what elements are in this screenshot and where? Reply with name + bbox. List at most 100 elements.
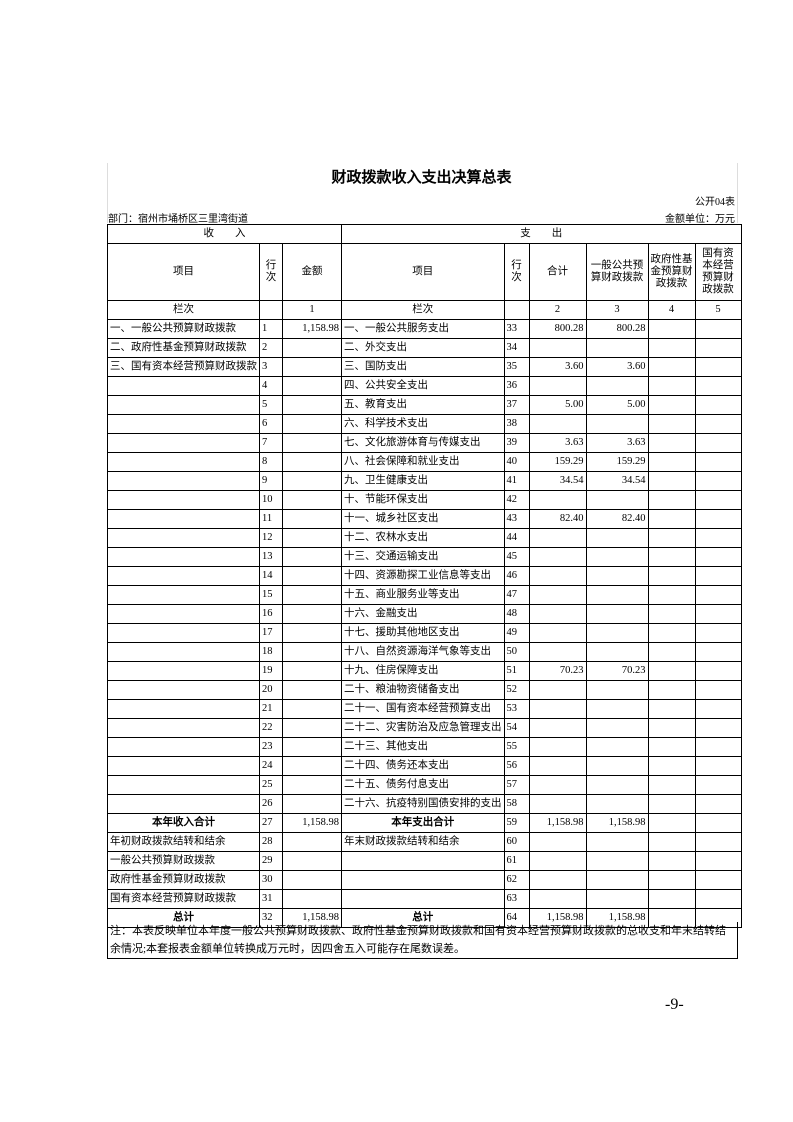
table-row: 本年收入合计 27 1,158.98 本年支出合计 59 1,158.98 1,158.98 <box>107 813 742 833</box>
table-cell <box>694 585 742 605</box>
table-cell: 48 <box>503 604 530 624</box>
table-cell <box>647 642 696 662</box>
table-cell: 159.29 <box>528 452 587 472</box>
table-cell: 4 <box>647 300 696 320</box>
table-cell: 44 <box>503 528 530 548</box>
header-cell: 项目 <box>341 243 505 301</box>
table-cell: 53 <box>503 699 530 719</box>
table-row: 17 十七、援助其他地区支出 49 <box>107 623 742 643</box>
table-cell: 62 <box>503 870 530 890</box>
table-cell <box>647 395 696 415</box>
table-cell: 1,158.98 <box>282 319 342 339</box>
table-cell: 17 <box>259 623 283 643</box>
table-cell <box>694 889 742 909</box>
table-cell: 37 <box>503 395 530 415</box>
table-cell <box>107 623 260 643</box>
table-cell <box>528 889 587 909</box>
table-cell: 十一、城乡社区支出 <box>341 509 505 529</box>
table-cell: 30 <box>259 870 283 890</box>
table-cell <box>528 870 587 890</box>
table-cell <box>647 756 696 776</box>
table-cell <box>694 566 742 586</box>
table-cell: 41 <box>503 471 530 491</box>
header-cell: 合计 <box>528 243 587 301</box>
table-cell: 50 <box>503 642 530 662</box>
table-cell <box>528 756 587 776</box>
table-cell: 52 <box>503 680 530 700</box>
table-cell <box>528 547 587 567</box>
table-cell <box>107 490 260 510</box>
table-cell: 34.54 <box>528 471 587 491</box>
table-cell: 二十三、其他支出 <box>341 737 505 757</box>
table-cell: 10 <box>259 490 283 510</box>
table-cell <box>282 471 342 491</box>
table-cell <box>694 414 742 434</box>
table-cell <box>528 528 587 548</box>
table-cell <box>694 433 742 453</box>
table-cell: 20 <box>259 680 283 700</box>
table-cell <box>107 395 260 415</box>
table-cell <box>107 775 260 795</box>
table-row: 8 八、社会保障和就业支出 40 159.29 159.29 <box>107 452 742 472</box>
table-cell <box>341 870 505 890</box>
table-cell <box>107 528 260 548</box>
table-cell: 栏次 <box>107 300 260 320</box>
table-cell: 三、国防支出 <box>341 357 505 377</box>
table-cell: 1,158.98 <box>528 813 587 833</box>
table-cell <box>282 547 342 567</box>
table-cell <box>282 414 342 434</box>
table-cell <box>282 528 342 548</box>
table-cell <box>107 585 260 605</box>
header-cell: 项目 <box>107 243 260 301</box>
table-cell: 46 <box>503 566 530 586</box>
table-cell: 70.23 <box>528 661 587 681</box>
table-cell <box>694 851 742 871</box>
table-row: 一、一般公共预算财政拨款 1 1,158.98 一、一般公共服务支出 33 800.28 8… <box>107 319 742 339</box>
table-cell <box>585 794 649 814</box>
table-cell <box>647 414 696 434</box>
table-cell: 51 <box>503 661 530 681</box>
table-cell <box>694 832 742 852</box>
table-row: 6 六、科学技术支出 38 <box>107 414 742 434</box>
table-cell: 15 <box>259 585 283 605</box>
table-cell <box>647 357 696 377</box>
table-cell <box>694 699 742 719</box>
table-cell: 十七、援助其他地区支出 <box>341 623 505 643</box>
header-cell: 行次 <box>503 243 530 301</box>
table-cell <box>259 300 283 320</box>
table-cell: 五、教育支出 <box>341 395 505 415</box>
table-cell <box>282 452 342 472</box>
table-row: 20 二十、粮油物资储备支出 52 <box>107 680 742 700</box>
table-cell <box>282 756 342 776</box>
table-cell <box>282 433 342 453</box>
table-cell <box>107 414 260 434</box>
table-cell <box>647 851 696 871</box>
table-cell: 1 <box>259 319 283 339</box>
table-cell <box>107 452 260 472</box>
table-cell: 5.00 <box>585 395 649 415</box>
table-cell <box>647 471 696 491</box>
table-cell <box>528 699 587 719</box>
header-row: 收 入支 出 <box>107 224 742 244</box>
table-cell: 2 <box>259 338 283 358</box>
table-cell <box>647 737 696 757</box>
title-area <box>107 163 738 223</box>
table-cell: 3.63 <box>528 433 587 453</box>
table-cell: 49 <box>503 623 530 643</box>
table-cell: 23 <box>259 737 283 757</box>
table-cell: 82.40 <box>528 509 587 529</box>
table-cell: 栏次 <box>341 300 505 320</box>
table-row: 13 十三、交通运输支出 45 <box>107 547 742 567</box>
table-cell: 本年收入合计 <box>107 813 260 833</box>
table-cell <box>647 661 696 681</box>
table-row: 14 十四、资源勘探工业信息等支出 46 <box>107 566 742 586</box>
table-cell: 38 <box>503 414 530 434</box>
table-cell: 三、国有资本经营预算财政拨款 <box>107 357 260 377</box>
table-cell <box>107 661 260 681</box>
table-cell <box>694 395 742 415</box>
table-cell <box>647 870 696 890</box>
table-cell <box>528 775 587 795</box>
table-cell: 42 <box>503 490 530 510</box>
table-cell: 4 <box>259 376 283 396</box>
table-cell: 57 <box>503 775 530 795</box>
